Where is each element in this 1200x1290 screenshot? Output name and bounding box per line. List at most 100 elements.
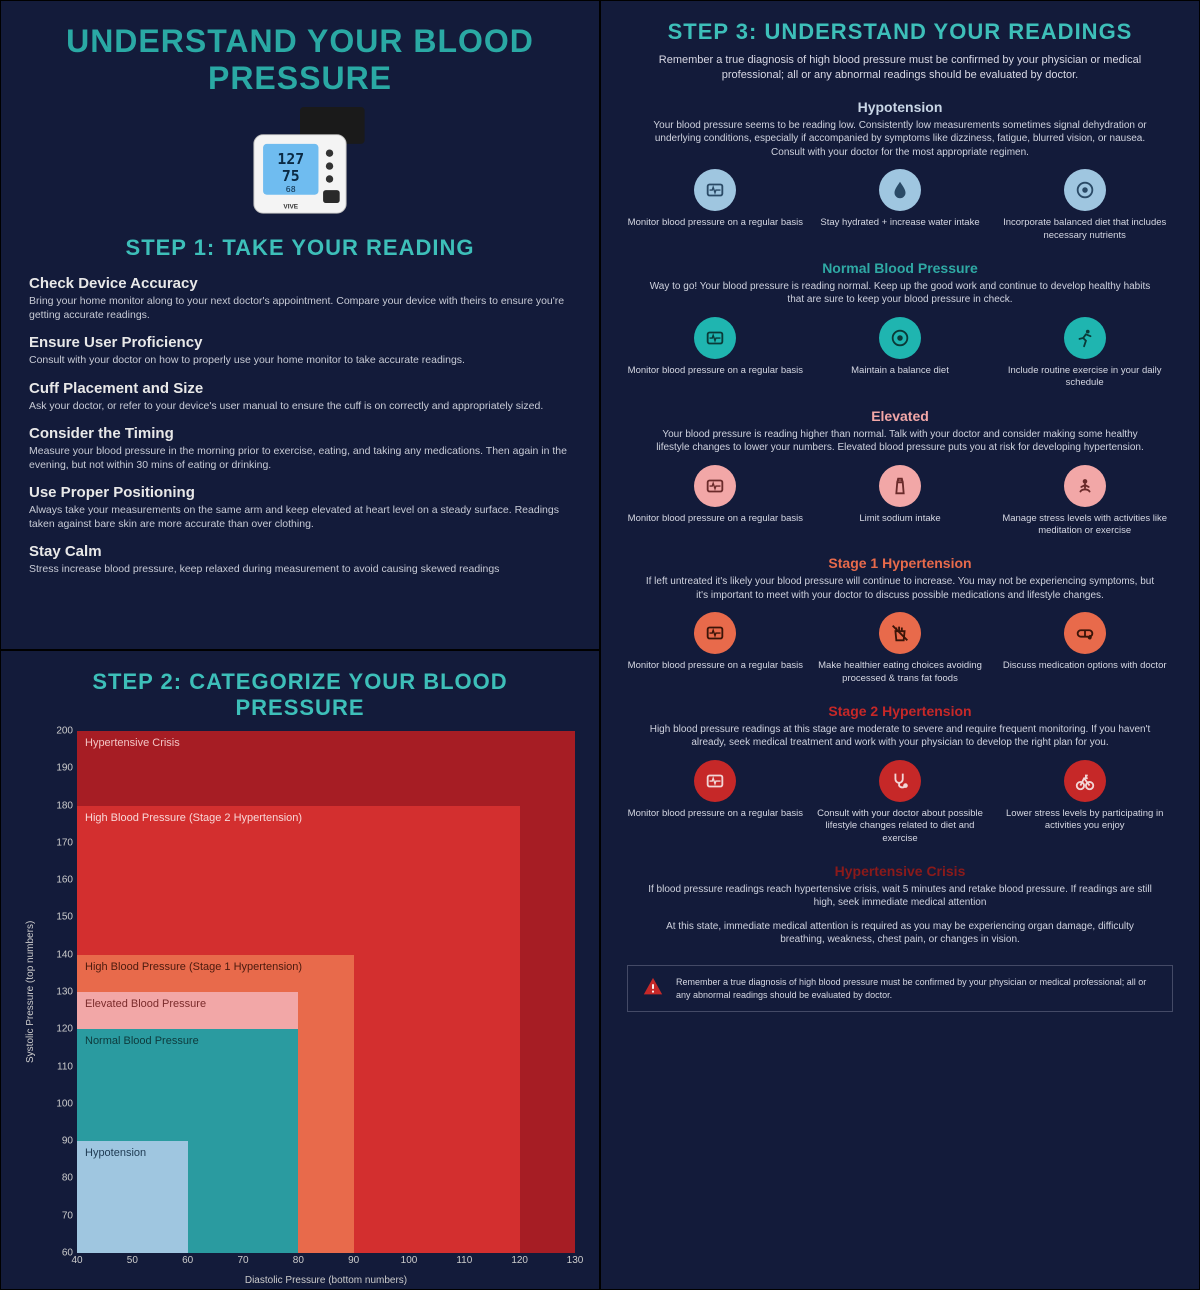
zone-label: Elevated Blood Pressure [85,998,206,1010]
x-tick: 100 [401,1255,418,1266]
svg-text:VIVE: VIVE [283,204,298,211]
icon-item: Make healthier eating choices avoiding p… [812,612,989,685]
warning-icon [642,976,664,1001]
bp-chart: Systolic Pressure (top numbers) 60708090… [25,731,575,1290]
y-tick: 160 [56,875,73,886]
category-desc: Your blood pressure seems to be reading … [627,119,1173,160]
step3-title: STEP 3: UNDERSTAND YOUR READINGS [627,19,1173,45]
y-tick: 180 [56,800,73,811]
icon-item: Maintain a balance diet [812,317,989,390]
monitor-icon [694,760,736,802]
tip-heading: Stay Calm [29,543,571,560]
category-name: Stage 1 Hypertension [627,555,1173,571]
panel-step2: STEP 2: CATEGORIZE YOUR BLOOD PRESSURE S… [0,650,600,1290]
category-name: Hypotension [627,99,1173,115]
icon-caption: Consult with your doctor about possible … [812,808,989,845]
y-tick: 80 [62,1173,73,1184]
monitor-icon [694,169,736,211]
category-block: Stage 1 Hypertension If left untreated it… [627,555,1173,685]
bike-icon [1064,760,1106,802]
meditate-icon [1064,465,1106,507]
x-tick: 50 [127,1255,138,1266]
y-tick: 70 [62,1210,73,1221]
icon-item: Manage stress levels with activities lik… [996,465,1173,538]
category-name: Hypertensive Crisis [627,863,1173,879]
tips-list: Check Device Accuracy Bring your home mon… [29,275,571,577]
chart-plot: Hypertensive Crisis High Blood Pressure (… [77,731,575,1253]
icon-row: Monitor blood pressure on a regular basi… [627,317,1173,390]
icon-row: Monitor blood pressure on a regular basi… [627,612,1173,685]
y-tick: 200 [56,726,73,737]
tip-body: Always take your measurements on the sam… [29,503,571,531]
monitor-icon [694,612,736,654]
category-desc: High blood pressure readings at this sta… [627,723,1173,750]
icon-item: Discuss medication options with doctor [996,612,1173,685]
zone-label: High Blood Pressure (Stage 2 Hypertensio… [85,812,302,824]
y-tick: 110 [57,1061,73,1072]
category-block: Normal Blood PressureWay to go! Your blo… [627,260,1173,390]
tip-body: Bring your home monitor along to your ne… [29,294,571,322]
salt-icon [879,465,921,507]
x-tick: 130 [567,1255,584,1266]
category-name: Stage 2 Hypertension [627,703,1173,719]
y-tick: 150 [56,912,73,923]
category-desc: Your blood pressure is reading higher th… [627,428,1173,455]
category-name: Normal Blood Pressure [627,260,1173,276]
monitor-icon [694,317,736,359]
food-icon [879,317,921,359]
tip-item: Check Device Accuracy Bring your home mon… [29,275,571,322]
category-block: Hypertensive Crisis If blood pressure rea… [627,863,1173,947]
warning-box: Remember a true diagnosis of high blood … [627,965,1173,1012]
icon-item: Consult with your doctor about possible … [812,760,989,845]
zone-label: Hypertensive Crisis [85,737,180,749]
category-desc: If blood pressure readings reach hyperte… [627,883,1173,910]
category-block: Stage 2 Hypertension High blood pressure … [627,703,1173,845]
monitor-icon [694,465,736,507]
y-tick: 120 [56,1024,73,1035]
category-desc: If left untreated it's likely your blood… [627,575,1173,602]
food-icon [1064,169,1106,211]
x-ticks: 405060708090100110120130 [77,1253,575,1273]
icon-item: Monitor blood pressure on a regular basi… [627,760,804,845]
icon-caption: Monitor blood pressure on a regular basi… [627,217,804,229]
icon-caption: Monitor blood pressure on a regular basi… [627,365,804,377]
x-tick: 80 [293,1255,304,1266]
step1-title: STEP 1: TAKE YOUR READING [29,235,571,261]
icon-item: Monitor blood pressure on a regular basi… [627,317,804,390]
step3-intro: Remember a true diagnosis of high blood … [627,53,1173,83]
icon-item: Monitor blood pressure on a regular basi… [627,465,804,538]
tip-item: Cuff Placement and SizeAsk your doctor, … [29,380,571,413]
x-tick: 110 [456,1255,472,1266]
y-tick: 190 [56,763,73,774]
icon-caption: Include routine exercise in your daily s… [996,365,1173,390]
tip-heading: Ensure User Proficiency [29,334,571,351]
x-tick: 70 [237,1255,248,1266]
tip-item: Use Proper PositioningAlways take your m… [29,484,571,531]
y-tick: 100 [56,1098,73,1109]
tip-item: Ensure User Proficiency Consult with your… [29,334,571,367]
drop-icon [879,169,921,211]
tip-heading: Consider the Timing [29,425,571,442]
icon-item: Lower stress levels by participating in … [996,760,1173,845]
icon-row: Monitor blood pressure on a regular basi… [627,169,1173,242]
icon-caption: Lower stress levels by participating in … [996,808,1173,833]
y-tick: 140 [56,949,73,960]
step2-title: STEP 2: CATEGORIZE YOUR BLOOD PRESSURE [25,669,575,721]
category-block: Hypotension Your blood pressure seems to … [627,99,1173,242]
tip-item: Stay CalmStress increase blood pressure,… [29,543,571,576]
x-tick: 120 [511,1255,528,1266]
x-axis-label: Diastolic Pressure (bottom numbers) [77,1273,575,1290]
y-ticks: 6070809010011012013014015016017018019020… [47,731,77,1253]
icon-item: Stay hydrated + increase water intake [812,169,989,242]
svg-text:127: 127 [277,151,304,168]
icon-caption: Make healthier eating choices avoiding p… [812,660,989,685]
zone-label: Normal Blood Pressure [85,1035,199,1047]
category-block: ElevatedYour blood pressure is reading h… [627,408,1173,538]
x-tick: 40 [71,1255,82,1266]
tip-heading: Check Device Accuracy [29,275,571,292]
icon-caption: Discuss medication options with doctor [996,660,1173,672]
tip-body: Consult with your doctor on how to prope… [29,353,571,367]
zone-label: High Blood Pressure (Stage 1 Hypertensio… [85,961,302,973]
chart-zone: Hypotension [77,1141,188,1253]
icon-row: Monitor blood pressure on a regular basi… [627,760,1173,845]
